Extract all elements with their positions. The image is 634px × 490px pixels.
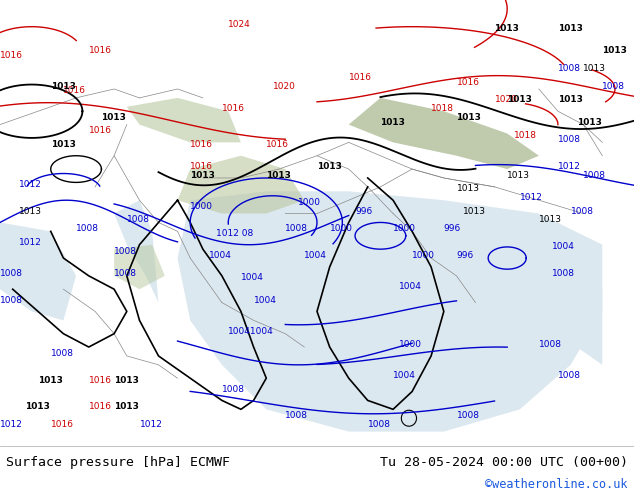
Text: 1013: 1013 xyxy=(51,140,75,149)
Text: 1016: 1016 xyxy=(89,126,112,135)
Text: 1008: 1008 xyxy=(558,371,581,380)
Text: 1016: 1016 xyxy=(190,162,213,171)
Text: 1018: 1018 xyxy=(514,131,536,140)
Text: 1013: 1013 xyxy=(114,402,139,411)
Text: 1008: 1008 xyxy=(222,385,245,393)
Text: 1008: 1008 xyxy=(76,224,99,233)
Text: 1008: 1008 xyxy=(114,246,137,256)
Text: 1016: 1016 xyxy=(349,73,372,82)
Text: 1013: 1013 xyxy=(317,162,342,171)
Text: 1016: 1016 xyxy=(190,140,213,149)
Text: 1008: 1008 xyxy=(552,269,574,278)
Text: 1013: 1013 xyxy=(456,113,481,122)
Text: 1000: 1000 xyxy=(330,224,353,233)
Text: 1013: 1013 xyxy=(539,216,562,224)
Text: 1013: 1013 xyxy=(101,113,126,122)
Text: 1013: 1013 xyxy=(114,376,139,385)
Text: ©weatheronline.co.uk: ©weatheronline.co.uk xyxy=(485,478,628,490)
Text: 1016: 1016 xyxy=(266,140,289,149)
Text: 1000: 1000 xyxy=(393,224,416,233)
Text: 1000: 1000 xyxy=(298,197,321,207)
Polygon shape xyxy=(178,191,602,432)
Text: 1020: 1020 xyxy=(495,96,517,104)
Polygon shape xyxy=(178,240,209,289)
Text: 1008: 1008 xyxy=(285,411,308,420)
Text: Surface pressure [hPa] ECMWF: Surface pressure [hPa] ECMWF xyxy=(6,456,230,468)
Text: Tu 28-05-2024 00:00 UTC (00+00): Tu 28-05-2024 00:00 UTC (00+00) xyxy=(380,456,628,468)
Text: 1013: 1013 xyxy=(602,47,627,55)
Text: 1013: 1013 xyxy=(507,96,532,104)
Polygon shape xyxy=(349,98,539,169)
Text: 1012: 1012 xyxy=(139,420,162,429)
Text: 1013: 1013 xyxy=(38,376,63,385)
Text: 1000: 1000 xyxy=(412,251,435,260)
Text: 1016: 1016 xyxy=(89,402,112,411)
Text: 1004: 1004 xyxy=(241,273,264,282)
Text: 1024: 1024 xyxy=(228,20,251,29)
Text: 1013: 1013 xyxy=(266,171,291,180)
Text: 1013: 1013 xyxy=(577,118,602,126)
Text: 1008: 1008 xyxy=(51,349,74,358)
Text: 1004: 1004 xyxy=(304,251,327,260)
Text: 1008: 1008 xyxy=(285,224,308,233)
Text: 1008: 1008 xyxy=(456,411,479,420)
Text: 1012: 1012 xyxy=(19,180,42,189)
Text: 1013: 1013 xyxy=(558,96,583,104)
Text: 1018: 1018 xyxy=(431,104,454,113)
Text: 1008: 1008 xyxy=(127,216,150,224)
Text: 1000: 1000 xyxy=(399,340,422,349)
Text: 1008: 1008 xyxy=(368,420,391,429)
Text: 10041004: 10041004 xyxy=(228,327,274,336)
Text: 1012 08: 1012 08 xyxy=(216,229,253,238)
Text: 1013: 1013 xyxy=(507,171,530,180)
Text: 1008: 1008 xyxy=(114,269,137,278)
Text: 1008: 1008 xyxy=(602,82,625,91)
Text: 1013: 1013 xyxy=(380,118,405,126)
Text: 1008: 1008 xyxy=(558,64,581,73)
Text: 1008: 1008 xyxy=(558,135,581,145)
Text: 1004: 1004 xyxy=(552,242,574,251)
Text: 1004: 1004 xyxy=(399,282,422,291)
Text: 1013: 1013 xyxy=(583,64,606,73)
Text: 1012: 1012 xyxy=(19,238,42,246)
Text: 1013: 1013 xyxy=(495,24,519,33)
Text: 1012: 1012 xyxy=(0,420,23,429)
Text: 1004: 1004 xyxy=(254,295,276,305)
Text: 996: 996 xyxy=(444,224,461,233)
Text: 1004: 1004 xyxy=(209,251,232,260)
Text: 1004: 1004 xyxy=(393,371,416,380)
Text: 1013: 1013 xyxy=(456,184,479,194)
Text: 996: 996 xyxy=(355,207,372,216)
Text: 1000: 1000 xyxy=(190,202,213,211)
Text: 1016: 1016 xyxy=(456,77,479,87)
Text: 1013: 1013 xyxy=(25,402,50,411)
Text: 1013: 1013 xyxy=(463,207,486,216)
Text: 1008: 1008 xyxy=(571,207,593,216)
Polygon shape xyxy=(127,98,241,143)
Text: 1012: 1012 xyxy=(558,162,581,171)
Text: 1013: 1013 xyxy=(51,82,75,91)
Text: 1008: 1008 xyxy=(539,340,562,349)
Text: 1013: 1013 xyxy=(19,207,42,216)
Text: 1016: 1016 xyxy=(89,376,112,385)
Polygon shape xyxy=(114,200,158,302)
Text: 1012: 1012 xyxy=(520,193,543,202)
Text: 1008: 1008 xyxy=(0,269,23,278)
Polygon shape xyxy=(0,222,76,320)
Text: 1013: 1013 xyxy=(190,171,215,180)
Text: 996: 996 xyxy=(456,251,474,260)
Text: 1013: 1013 xyxy=(558,24,583,33)
Text: 1016: 1016 xyxy=(89,47,112,55)
Polygon shape xyxy=(178,156,304,214)
Text: 1020: 1020 xyxy=(273,82,295,91)
Text: 1016: 1016 xyxy=(51,420,74,429)
Text: 1008: 1008 xyxy=(583,171,606,180)
Text: 1016: 1016 xyxy=(63,86,86,96)
Text: 1016: 1016 xyxy=(222,104,245,113)
Polygon shape xyxy=(114,245,165,289)
Text: 1008: 1008 xyxy=(0,295,23,305)
Polygon shape xyxy=(495,222,602,365)
Text: 1016: 1016 xyxy=(0,51,23,60)
